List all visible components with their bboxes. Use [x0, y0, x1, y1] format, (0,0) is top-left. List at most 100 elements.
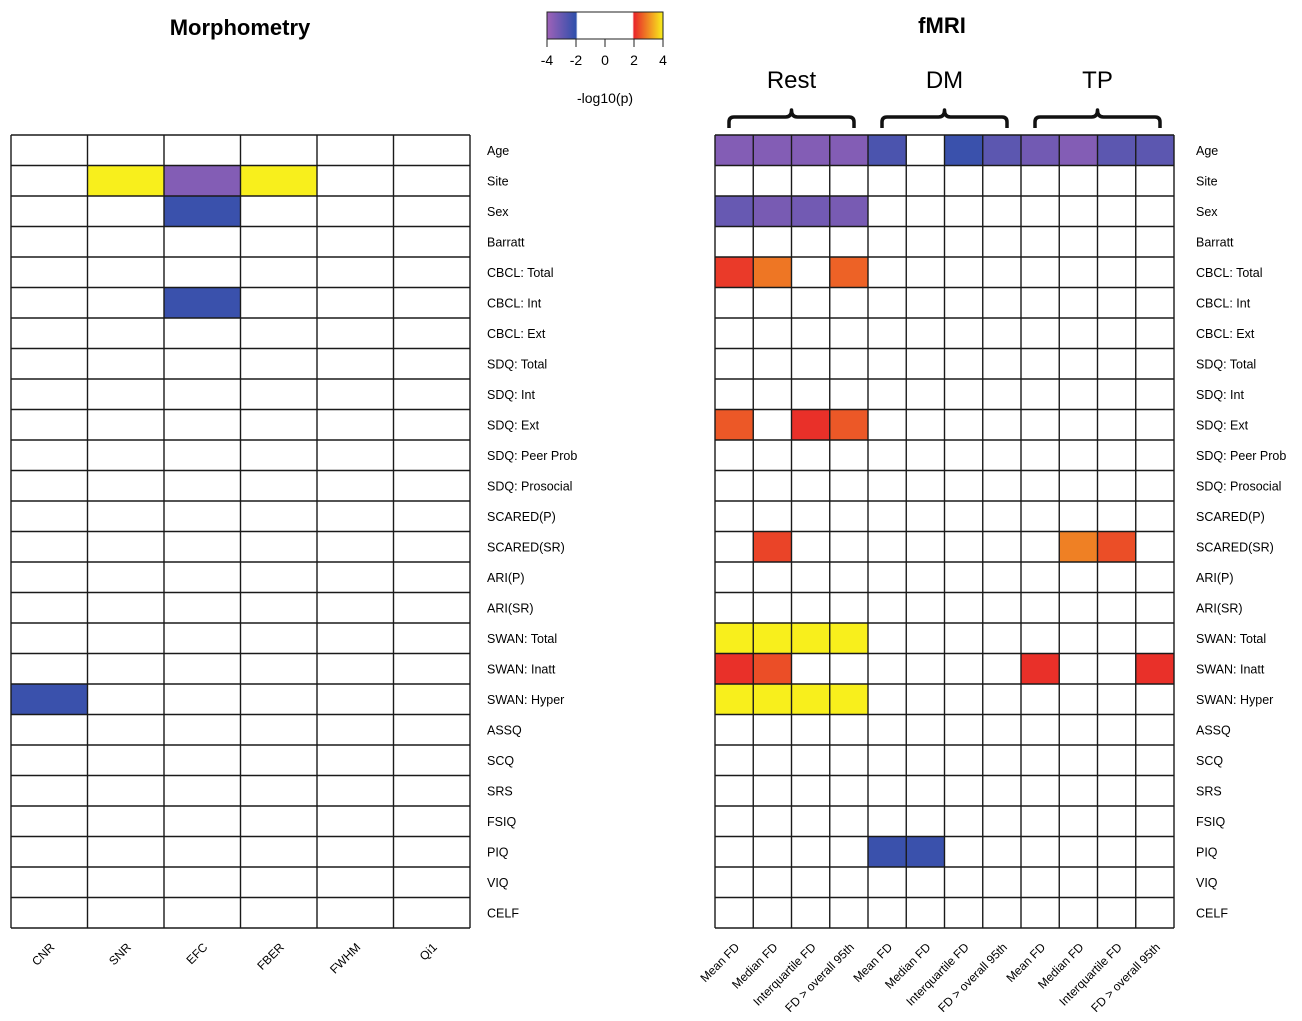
fmri-cell: [715, 684, 754, 715]
morphometry-row-label: SDQ: Int: [487, 388, 535, 402]
colorbar-tick-label: -2: [570, 52, 583, 68]
morphometry-row-label: ASSQ: [487, 723, 522, 737]
morphometry-row-label: SRS: [487, 784, 513, 798]
fmri-cell: [753, 135, 792, 166]
fmri-row-label: Barratt: [1196, 235, 1234, 249]
morphometry-row-labels: Age Site Sex Barratt CBCL: Total CBCL: Int CBC…: [487, 144, 577, 921]
morphometry-row-label: SCARED(SR): [487, 540, 565, 554]
fmri-title: fMRI: [918, 13, 966, 38]
morphometry-col-labels: CNR SNR EFC FBER FWHM Qi1: [29, 940, 440, 977]
morphometry-row-label: SDQ: Peer Prob: [487, 449, 577, 463]
morphometry-col-label: SNR: [106, 940, 134, 968]
morphometry-col-label: EFC: [184, 940, 211, 967]
fmri-row-label: SDQ: Peer Prob: [1196, 449, 1286, 463]
morphometry-cell: [11, 684, 88, 715]
fmri-cell: [715, 196, 754, 227]
fmri-cell: [791, 135, 830, 166]
fmri-row-label: CBCL: Total: [1196, 266, 1262, 280]
fmri-cell: [1135, 653, 1174, 684]
fmri-cell: [829, 257, 868, 288]
morphometry-row-label: Age: [487, 144, 509, 158]
fmri-cell: [753, 684, 792, 715]
morphometry-col-label: Qi1: [417, 940, 440, 963]
fmri-cell: [829, 623, 868, 654]
morphometry-col-label: CNR: [29, 940, 58, 969]
morphometry-row-label: SWAN: Inatt: [487, 662, 556, 676]
morphometry-row-label: ARI(P): [487, 571, 525, 585]
fmri-cell: [1059, 135, 1098, 166]
fmri-cell: [829, 409, 868, 440]
morphometry-col-label: FWHM: [327, 940, 363, 976]
morphometry-col-label: FBER: [254, 940, 287, 973]
morphometry-row-label: CBCL: Ext: [487, 327, 546, 341]
fmri-cell: [1021, 135, 1060, 166]
morphometry-title: Morphometry: [170, 15, 311, 40]
fmri-row-labels: Age Site Sex Barratt CBCL: Total CBCL: Int CBC…: [1196, 144, 1286, 921]
morphometry-row-label: VIQ: [487, 876, 509, 890]
fmri-group-label: TP: [1082, 67, 1113, 94]
fmri-col-label: FD > overall 95th: [1088, 940, 1163, 1015]
fmri-row-label: CBCL: Int: [1196, 296, 1251, 310]
morphometry-row-label: Site: [487, 174, 509, 188]
fmri-cell: [715, 653, 754, 684]
fmri-row-label: SCARED(P): [1196, 510, 1265, 524]
morphometry-row-label: SCQ: [487, 754, 514, 768]
fmri-row-label: ARI(SR): [1196, 601, 1243, 615]
morphometry-row-label: Barratt: [487, 235, 525, 249]
fmri-cell: [1097, 135, 1136, 166]
fmri-cell: [715, 135, 754, 166]
fmri-row-label: SWAN: Hyper: [1196, 693, 1273, 707]
morphometry-row-label: CBCL: Total: [487, 266, 553, 280]
morphometry-grid: [10, 134, 471, 929]
morphometry-row-label: PIQ: [487, 845, 509, 859]
fmri-group-brace: [1033, 108, 1162, 128]
morphometry-row-label: SDQ: Total: [487, 357, 547, 371]
morphometry-heatmap: Age Site Sex Barratt CBCL: Total CBCL: Int CBC…: [10, 134, 577, 977]
morphometry-row-label: CBCL: Int: [487, 296, 542, 310]
fmri-row-label: CBCL: Ext: [1196, 327, 1255, 341]
fmri-cell: [753, 531, 792, 562]
fmri-cell: [715, 623, 754, 654]
colorbar-tick-label: -4: [541, 52, 554, 68]
fmri-cell: [982, 135, 1021, 166]
fmri-cell: [791, 196, 830, 227]
fmri-cell: [1097, 531, 1136, 562]
fmri-row-label: SWAN: Inatt: [1196, 662, 1265, 676]
morphometry-cell: [164, 287, 241, 318]
colorbar-label: -log10(p): [577, 90, 633, 106]
fmri-row-label: SCARED(SR): [1196, 540, 1274, 554]
colorbar-tick-label: 4: [659, 52, 667, 68]
fmri-cell: [715, 257, 754, 288]
morphometry-row-label: SCARED(P): [487, 510, 556, 524]
morphometry-row-label: SDQ: Prosocial: [487, 479, 572, 493]
colorbar-gradient: [546, 11, 664, 40]
morphometry-row-label: SWAN: Total: [487, 632, 557, 646]
fmri-cell: [906, 836, 945, 867]
colorbar-tick-label: 2: [630, 52, 638, 68]
fmri-cell: [753, 196, 792, 227]
morphometry-cell: [164, 196, 241, 227]
fmri-cell: [829, 135, 868, 166]
morphometry-cell: [87, 165, 164, 196]
morphometry-cell: [164, 165, 241, 196]
fmri-group-brace: [727, 108, 856, 128]
fmri-cell: [1135, 135, 1174, 166]
fmri-cell: [868, 836, 907, 867]
fmri-row-label: CELF: [1196, 906, 1228, 920]
fmri-row-label: Sex: [1196, 205, 1218, 219]
fmri-row-label: SDQ: Total: [1196, 357, 1256, 371]
fmri-row-label: PIQ: [1196, 845, 1218, 859]
fmri-row-label: ARI(P): [1196, 571, 1234, 585]
fmri-col-label: FD > overall 95th: [935, 940, 1010, 1015]
fmri-heatmap: Age Site Sex Barratt CBCL: Total CBCL: Int CBC…: [697, 134, 1286, 1015]
fmri-cells: [715, 135, 1174, 867]
colorbar-ticks: -4 -2 0 2 4: [541, 39, 667, 68]
fmri-cell: [791, 409, 830, 440]
fmri-group-brace: [880, 108, 1009, 128]
morphometry-row-label: FSIQ: [487, 815, 516, 829]
colorbar-tick-label: 0: [601, 52, 609, 68]
fmri-cell: [753, 653, 792, 684]
fmri-cell: [791, 623, 830, 654]
fmri-group-label: DM: [926, 67, 963, 94]
